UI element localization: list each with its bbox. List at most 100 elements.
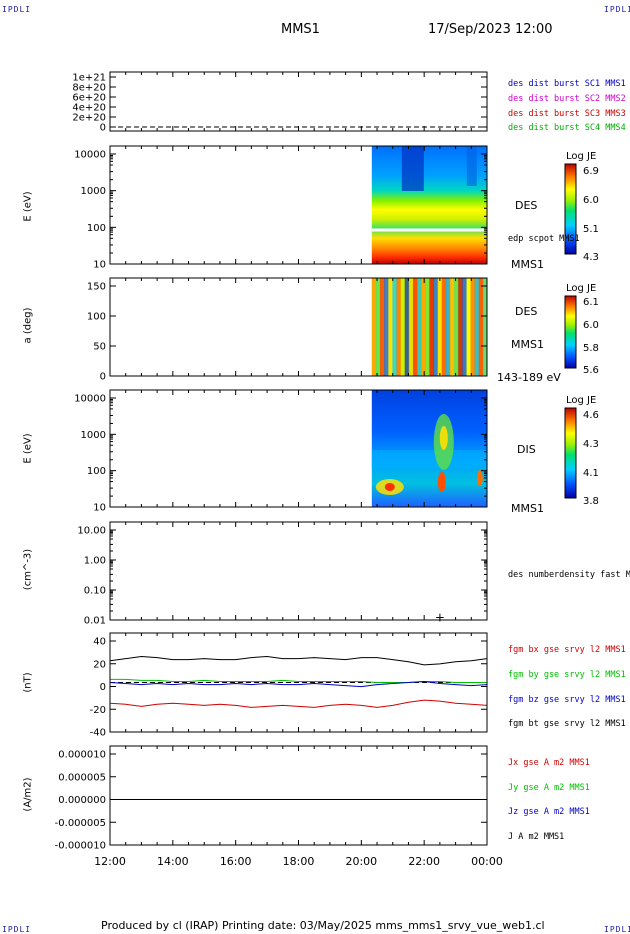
pitch-column [462, 278, 467, 376]
pitch-column [421, 278, 426, 376]
density-point: + [435, 611, 445, 625]
footer-text: Produced by cl (IRAP) Printing date: 03/… [101, 919, 545, 932]
ytick-label-3: 10 [93, 503, 106, 514]
colorbar-des-energy [564, 163, 577, 255]
legend-mms2: des dist burst SC2 MMS2 [508, 94, 626, 104]
ytick-label-4: 0.10 [84, 586, 106, 597]
cbar1-tick-3: 4.3 [583, 252, 599, 263]
tag-dis: DIS [517, 443, 536, 456]
legend-mms1: des dist burst SC1 MMS1 [508, 79, 626, 89]
xtick-label: 12:00 [94, 855, 126, 868]
cbar3-tick-3: 3.8 [583, 496, 599, 507]
xtick-label: 00:00 [471, 855, 503, 868]
cbar2-tick-0: 6.1 [583, 297, 599, 308]
tag-energy-range: 143-189 eV [497, 371, 561, 384]
ytick-label-0: 6e+20 [72, 93, 106, 104]
legend-bx: fgm bx gse srvy l2 MMS1 [508, 645, 626, 655]
pitch-column [417, 278, 422, 376]
legend-by: fgm by gse srvy l2 MMS1 [508, 670, 626, 680]
pitch-column [437, 278, 443, 376]
pitch-column [466, 278, 472, 376]
tag-mms1-des: MMS1 [511, 258, 544, 271]
page-title: MMS1 [281, 22, 320, 37]
dis-blob-core [439, 426, 448, 450]
ylabel-des-pitch: a (deg) [22, 307, 34, 344]
cbar3-tick-0: 4.6 [583, 410, 599, 421]
panel-frame-0 [109, 71, 488, 132]
series-bz [109, 680, 488, 688]
legend-bz: fgm bz gse srvy l2 MMS1 [508, 695, 626, 705]
ytick-label-3: 10000 [74, 394, 106, 405]
pitch-column [449, 278, 455, 376]
ytick-label-6: 0.000010 [58, 750, 106, 761]
legend-jx: Jx gse A m2 MMS1 [508, 758, 590, 768]
ylabel-current: (A/m2) [22, 777, 34, 812]
pitch-column [478, 278, 484, 376]
page-date: 17/Sep/2023 12:00 [428, 22, 553, 37]
pitch-column [392, 278, 397, 376]
pitch-column [400, 278, 406, 376]
pitch-column [375, 278, 381, 376]
pitch-column [433, 278, 439, 376]
ytick-label-3: 100 [87, 466, 106, 477]
cbar2-tick-2: 5.8 [583, 343, 599, 354]
series-bx [109, 699, 488, 708]
legend-mms4: des dist burst SC4 MMS4 [508, 123, 626, 133]
ytick-label-5: -20 [90, 705, 106, 716]
xtick-label: 14:00 [157, 855, 189, 868]
ytick-label-3: 1000 [81, 430, 106, 441]
ylabel-des-energy: E (eV) [22, 191, 34, 222]
legend-mms3: des dist burst SC3 MMS3 [508, 109, 626, 119]
pitch-column [482, 278, 488, 376]
ytick-label-1: 10000 [74, 150, 106, 161]
legend-jy: Jy gse A m2 MMS1 [508, 783, 590, 793]
legend-bt: fgm bt gse srvy l2 MMS1 [508, 719, 626, 729]
ytick-label-0: 2e+20 [72, 113, 106, 124]
des-energy-dip-2 [466, 146, 477, 186]
ytick-label-4: 1.00 [84, 556, 106, 567]
ytick-label-0: 1e+21 [72, 73, 106, 84]
colorbar-des-pitch [564, 295, 577, 369]
pitch-column [470, 278, 476, 376]
ytick-label-6: 0.000000 [58, 795, 106, 806]
xtick-label: 16:00 [220, 855, 252, 868]
legend-j: J A m2 MMS1 [508, 832, 565, 842]
corner-tl: IPDLI [2, 5, 32, 14]
pitch-column [441, 278, 447, 376]
pitch-column [412, 278, 418, 376]
ytick-label-6: -0.000005 [55, 818, 106, 829]
cbar3-tick-1: 4.3 [583, 439, 599, 450]
ytick-label-5: 20 [93, 659, 106, 670]
dis-low-core [384, 483, 395, 491]
ytick-label-5: 0 [100, 682, 106, 693]
ylabel-bfield: (nT) [22, 672, 34, 693]
legend-density: des numberdensity fast M [508, 570, 630, 580]
pitch-column [408, 278, 414, 376]
pitch-column [454, 278, 459, 376]
ytick-label-0: 8e+20 [72, 83, 106, 94]
pitch-column [371, 278, 377, 376]
corner-bl: IPDLI [2, 925, 32, 934]
pitch-column [384, 278, 389, 376]
ytick-label-6: 0.000005 [58, 772, 106, 783]
xtick-label: 18:00 [283, 855, 315, 868]
pitch-column [404, 278, 410, 376]
ytick-label-4: 0.01 [84, 616, 106, 627]
des-energy-dip [401, 146, 424, 191]
pitch-column [474, 278, 480, 376]
pitch-column [458, 278, 463, 376]
colorbar-dis-energy [564, 407, 577, 499]
panel-frame-4 [109, 521, 488, 621]
panel-frame-6 [109, 745, 488, 846]
ytick-label-4: 10.00 [77, 526, 106, 537]
cbar1-title: Log JE [566, 151, 597, 162]
dis-low-core-3 [476, 470, 483, 486]
cbar2-tick-3: 5.6 [583, 365, 599, 376]
pitch-column [396, 278, 402, 376]
pitch-column [388, 278, 393, 376]
cbar3-tick-2: 4.1 [583, 468, 599, 479]
ylabel-dis-energy: E (eV) [22, 433, 34, 464]
dis-low-core-2 [437, 472, 446, 492]
ytick-label-0: 4e+20 [72, 103, 106, 114]
